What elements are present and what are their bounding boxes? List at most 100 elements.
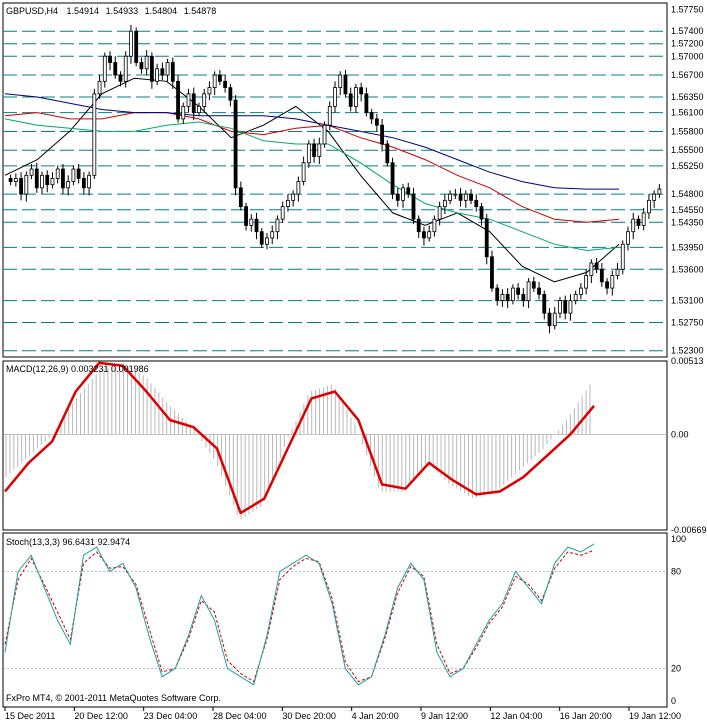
candle-body	[390, 162, 395, 195]
macd-title: MACD(12,26,9) 0.003231 0.001986	[6, 364, 149, 374]
candle-body	[165, 62, 170, 76]
symbol-label: GBPUSD,H4	[6, 6, 58, 16]
candle	[432, 215, 437, 237]
panel-border	[2, 532, 668, 708]
candle-body	[510, 287, 515, 302]
candle	[301, 156, 306, 186]
low-value: 1.54804	[145, 6, 178, 16]
stoch-tick-label: 20	[671, 664, 681, 674]
macd-tick-label: -0.00669	[671, 525, 707, 535]
candle	[531, 276, 536, 292]
candle	[406, 182, 411, 198]
candle	[458, 187, 463, 207]
moving-average-line	[4, 118, 620, 252]
macd-signal-line	[4, 361, 595, 515]
price-axis: 1.57750 1.57400 1.57200 1.57000 1.56700 1.563…	[668, 4, 706, 356]
candle-body	[286, 199, 290, 208]
candle-body	[123, 55, 128, 82]
candle-body	[102, 55, 107, 82]
candle-body	[223, 80, 228, 88]
candle-body	[380, 124, 384, 145]
candle-body	[479, 206, 484, 220]
candle-body	[87, 174, 91, 189]
candle-body	[343, 74, 348, 95]
candle	[249, 214, 254, 232]
candle	[380, 118, 384, 152]
candle	[24, 171, 29, 202]
candle	[92, 88, 97, 180]
candle	[45, 170, 50, 193]
candle-body	[359, 87, 364, 95]
candles	[8, 24, 662, 334]
candle-body	[76, 168, 81, 179]
candle-body	[374, 118, 379, 126]
candle-body	[155, 68, 160, 82]
candle-body	[416, 218, 421, 233]
candle-body	[453, 193, 458, 196]
candle-body	[24, 174, 29, 195]
candle	[542, 290, 547, 320]
copyright-text: FxPro MT4, © 2001-2011 MetaQuotes Softwa…	[6, 693, 221, 703]
price-tick-bg	[668, 4, 706, 15]
candle	[265, 232, 269, 250]
candle-body	[573, 293, 578, 302]
candle	[647, 194, 651, 220]
candle-body	[558, 300, 562, 314]
stoch-signal-line	[4, 549, 595, 683]
candle	[197, 102, 201, 117]
candle	[626, 226, 630, 251]
price-tick-label: 1.52750	[671, 318, 704, 328]
candle	[108, 51, 112, 71]
price-tick-bg	[668, 204, 706, 215]
candle-body	[422, 231, 426, 239]
candle-body	[579, 287, 583, 295]
price-tick-label: 1.55250	[671, 161, 704, 171]
high-value: 1.54933	[106, 6, 139, 16]
candle	[374, 113, 379, 132]
candle	[155, 63, 160, 86]
time-tick-label: 20 Dec 12:00	[74, 711, 128, 721]
candle-body	[631, 218, 636, 233]
candle	[228, 83, 233, 107]
candle	[312, 138, 316, 163]
candle-body	[563, 300, 568, 314]
macd-tick-label: 0.00	[671, 429, 689, 439]
price-tick-label: 1.53600	[671, 264, 704, 274]
candle	[484, 214, 489, 265]
candle-body	[385, 143, 390, 164]
price-tick-label: 1.52300	[671, 346, 704, 356]
candle	[427, 225, 432, 242]
candle	[343, 70, 348, 98]
price-tick-label: 1.56700	[671, 70, 704, 80]
candle	[652, 190, 657, 208]
price-tick-bg	[668, 345, 706, 356]
candle	[123, 51, 128, 88]
candle-body	[254, 218, 259, 233]
candle	[270, 225, 275, 245]
candle	[369, 108, 374, 124]
candle	[238, 181, 243, 211]
candle-body	[505, 293, 510, 302]
candle	[144, 49, 149, 76]
candle-body	[641, 212, 646, 226]
candle	[55, 165, 60, 184]
candle	[212, 71, 217, 96]
candle-body	[657, 188, 662, 195]
moving-average-line	[4, 93, 619, 190]
candle-body	[437, 206, 442, 220]
price-tick-label: 1.57750	[671, 4, 704, 14]
stoch-tick-label: 100	[671, 534, 686, 544]
candle	[599, 263, 604, 287]
candle	[129, 24, 133, 64]
candle	[385, 140, 390, 167]
price-tick-bg	[668, 145, 706, 156]
moving-average-line	[4, 112, 620, 223]
candle	[19, 172, 23, 201]
candle-body	[144, 55, 149, 70]
candle-body	[8, 178, 13, 182]
candle	[605, 278, 609, 295]
candle-body	[197, 105, 201, 114]
candle	[510, 284, 515, 305]
candle-body	[364, 93, 369, 114]
